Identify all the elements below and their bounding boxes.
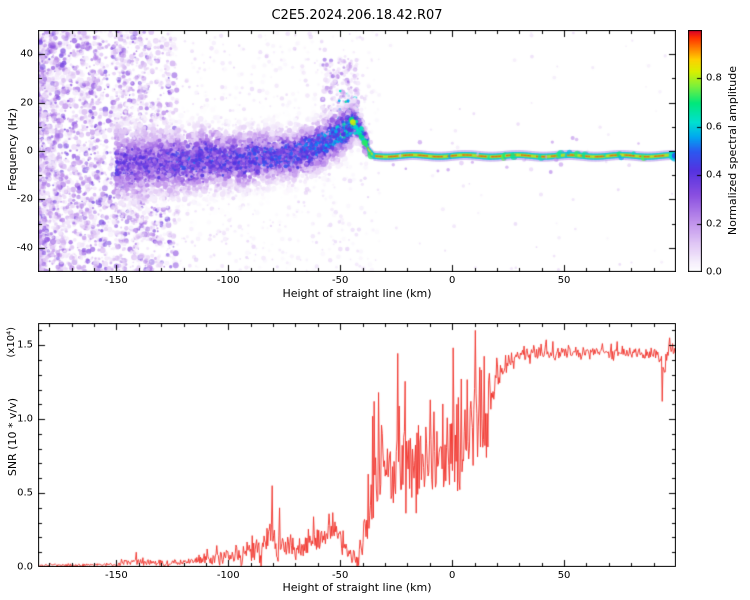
spectrogram-plot [38,30,676,272]
snr-plot [38,323,676,567]
top-y-tick-label: 20 [20,97,33,109]
top-y-tick-label: 0 [26,145,33,157]
top-x-tick-label: -150 [104,275,128,286]
top-y-tick-label: -40 [16,242,33,254]
bottom-y-tick-label: 0.5 [17,487,33,499]
colorbar-tick-label: 0.0 [706,266,722,278]
colorbar-label: Normalized spectral amplitude [726,66,739,236]
colorbar-canvas [688,30,702,272]
bottom-scale-label: (x10⁴) [6,327,17,358]
figure-title: C2E5.2024.206.18.42.R07 [271,8,443,23]
bottom-x-tick-label: -150 [104,570,128,581]
bottom-x-tick-label: 50 [557,570,571,581]
top-x-tick-label: 50 [557,275,571,286]
top-x-tick-label: 0 [448,275,456,286]
bottom-yaxis-label: SNR (10 * v/v) [6,398,19,477]
colorbar-tick-label: 0.2 [706,218,722,230]
top-yaxis-label: Frequency (Hz) [6,108,19,191]
bottom-xaxis-label: Height of straight line (km) [282,581,432,594]
bottom-x-tick-label: -50 [332,570,349,581]
bottom-x-tick-label: -100 [216,570,240,581]
bottom-y-tick-label: 1.0 [17,413,33,425]
top-x-tick-label: -50 [332,275,349,286]
colorbar [688,30,702,272]
bottom-y-tick-label: 1.5 [17,339,33,351]
top-y-tick-label: 40 [20,48,33,60]
top-xaxis-label: Height of straight line (km) [282,287,432,300]
colorbar-tick-label: 0.4 [706,169,722,181]
bottom-y-tick-label: 0.0 [17,561,33,573]
snr-canvas [38,323,676,567]
colorbar-tick-label: 0.8 [706,72,722,84]
top-x-tick-label: -100 [216,275,240,286]
bottom-x-tick-label: 0 [448,570,456,581]
spectrogram-canvas [38,30,676,272]
top-y-tick-label: -20 [16,193,33,205]
colorbar-tick-label: 0.6 [706,121,722,133]
